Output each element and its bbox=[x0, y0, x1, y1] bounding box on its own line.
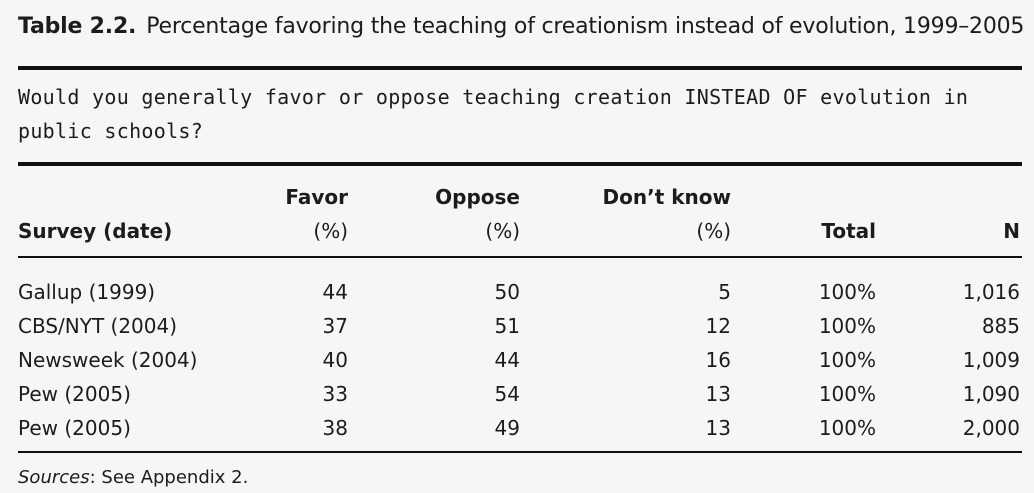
cell-oppose: 50 bbox=[494, 280, 520, 304]
sources-label: Sources bbox=[18, 467, 90, 488]
sources-text: : See Appendix 2. bbox=[89, 467, 249, 488]
header-favor-unit: (%) bbox=[313, 219, 348, 243]
top-rule bbox=[18, 66, 1022, 70]
cell-n: 885 bbox=[981, 314, 1020, 338]
header-dont-know: Don’t know bbox=[602, 185, 731, 209]
header-dont-know-unit: (%) bbox=[696, 219, 731, 243]
header-top-rule bbox=[18, 162, 1022, 166]
header-favor: Favor bbox=[285, 185, 348, 209]
cell-oppose: 44 bbox=[494, 348, 520, 372]
cell-total: 100% bbox=[818, 416, 876, 440]
table-caption: Percentage favoring the teaching of crea… bbox=[146, 14, 1025, 39]
cell-survey: Pew (2005) bbox=[18, 382, 131, 406]
cell-survey: Pew (2005) bbox=[18, 416, 131, 440]
header-oppose: Oppose bbox=[435, 185, 520, 209]
cell-survey: Newsweek (2004) bbox=[18, 348, 198, 372]
header-survey: Survey (date) bbox=[18, 219, 173, 243]
cell-dont-know: 5 bbox=[718, 280, 731, 304]
table-number: Table 2.2. bbox=[18, 14, 137, 39]
cell-total: 100% bbox=[818, 382, 876, 406]
cell-favor: 40 bbox=[322, 348, 348, 372]
header-n: N bbox=[1003, 219, 1020, 243]
cell-n: 2,000 bbox=[962, 416, 1020, 440]
cell-survey: Gallup (1999) bbox=[18, 280, 156, 304]
cell-oppose: 54 bbox=[494, 382, 520, 406]
cell-n: 1,090 bbox=[962, 382, 1020, 406]
cell-favor: 33 bbox=[322, 382, 348, 406]
cell-total: 100% bbox=[818, 314, 876, 338]
cell-n: 1,016 bbox=[962, 280, 1020, 304]
survey-question: Would you generally favor or oppose teac… bbox=[18, 85, 969, 143]
cell-favor: 38 bbox=[322, 416, 348, 440]
cell-total: 100% bbox=[818, 280, 876, 304]
cell-n: 1,009 bbox=[962, 348, 1020, 372]
table-bottom-rule bbox=[18, 451, 1022, 453]
cell-dont-know: 13 bbox=[705, 416, 731, 440]
table-title: Table 2.2. Percentage favoring the teachi… bbox=[18, 10, 1024, 44]
cell-oppose: 51 bbox=[494, 314, 520, 338]
cell-favor: 44 bbox=[322, 280, 348, 304]
cell-favor: 37 bbox=[322, 314, 348, 338]
cell-dont-know: 12 bbox=[705, 314, 731, 338]
header-total: Total bbox=[821, 219, 876, 243]
cell-survey: CBS/NYT (2004) bbox=[18, 314, 178, 338]
header-bottom-rule bbox=[18, 256, 1022, 258]
cell-oppose: 49 bbox=[494, 416, 520, 440]
header-oppose-unit: (%) bbox=[485, 219, 520, 243]
cell-dont-know: 16 bbox=[705, 348, 731, 372]
cell-dont-know: 13 bbox=[705, 382, 731, 406]
sources-note: Sources: See Appendix 2. bbox=[18, 465, 248, 491]
cell-total: 100% bbox=[818, 348, 876, 372]
